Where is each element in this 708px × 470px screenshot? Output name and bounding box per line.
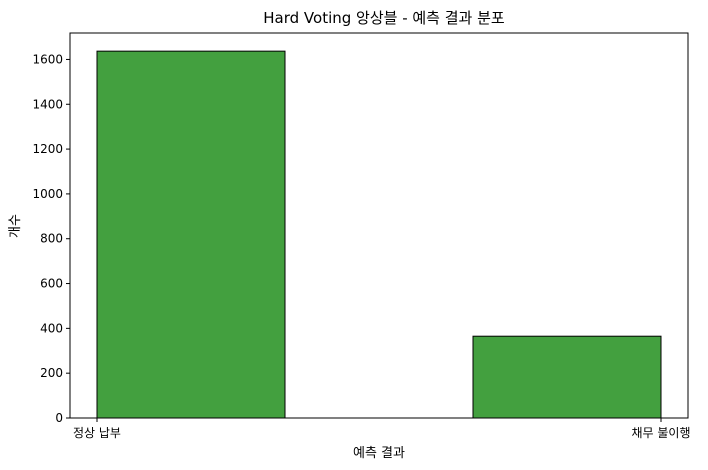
bar-0 xyxy=(96,50,286,419)
bars-group xyxy=(96,50,662,419)
y-tick-label: 1200 xyxy=(32,142,63,156)
y-axis-ticks: 0 200 400 600 800 1000 1200 1400 1600 xyxy=(32,52,70,425)
plot-frame xyxy=(69,32,689,419)
y-tick-label: 400 xyxy=(40,321,63,335)
y-axis-label: 개수 xyxy=(8,214,23,238)
x-axis-label: 예측 결과 xyxy=(353,446,405,461)
y-tick-label: 1600 xyxy=(32,52,63,66)
bar-1 xyxy=(472,335,662,419)
x-axis-ticks: 정상 납부 채무 불이행 xyxy=(73,418,691,440)
x-tick-label: 채무 불이행 xyxy=(631,425,690,440)
y-tick-label: 800 xyxy=(40,232,63,246)
y-tick-label: 1000 xyxy=(32,187,63,201)
y-tick-label: 0 xyxy=(55,411,63,425)
chart-title: Hard Voting 앙상블 - 예측 결과 분포 xyxy=(263,9,505,27)
y-tick-label: 1400 xyxy=(32,97,63,111)
y-tick-label: 200 xyxy=(40,366,63,380)
x-tick-label: 정상 납부 xyxy=(73,426,121,440)
y-tick-label: 600 xyxy=(40,277,63,291)
